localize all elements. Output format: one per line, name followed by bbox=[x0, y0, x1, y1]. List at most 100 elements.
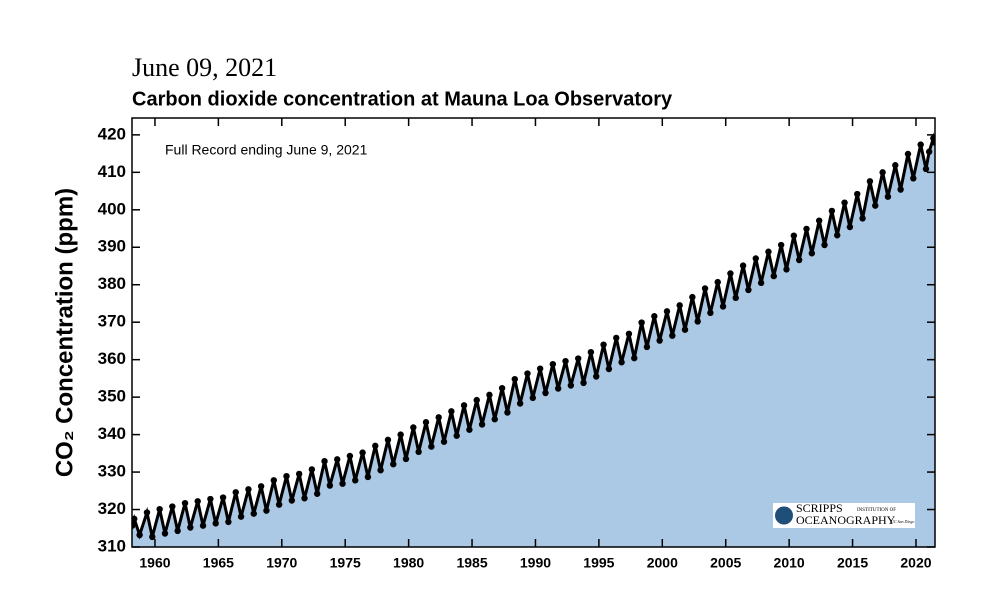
x-tick-label: 1965 bbox=[203, 555, 234, 571]
data-point bbox=[841, 199, 848, 206]
data-point bbox=[390, 460, 397, 468]
chart-date: June 09, 2021 bbox=[132, 53, 277, 82]
data-point bbox=[237, 513, 245, 520]
data-point bbox=[542, 389, 549, 397]
data-point bbox=[580, 379, 587, 387]
data-point bbox=[866, 178, 874, 185]
data-point bbox=[897, 186, 904, 193]
data-point bbox=[359, 449, 366, 456]
data-point bbox=[618, 359, 625, 366]
logo-line2: OCEANOGRAPHY bbox=[796, 513, 896, 527]
data-point bbox=[270, 477, 278, 484]
data-point bbox=[194, 498, 201, 505]
data-point bbox=[884, 193, 892, 200]
data-point bbox=[511, 375, 518, 383]
x-tick-label: 1975 bbox=[330, 555, 361, 571]
data-point bbox=[181, 499, 189, 507]
data-point bbox=[854, 190, 861, 198]
x-tick-label: 1985 bbox=[456, 555, 487, 571]
data-point bbox=[275, 501, 283, 508]
y-tick-label: 390 bbox=[98, 237, 126, 256]
data-point bbox=[770, 272, 777, 280]
data-point bbox=[384, 436, 392, 444]
data-point bbox=[143, 509, 151, 516]
x-tick-label: 1980 bbox=[393, 555, 424, 571]
data-point bbox=[922, 165, 930, 173]
x-tick-label: 1990 bbox=[520, 555, 551, 571]
y-tick-label: 410 bbox=[98, 162, 126, 181]
x-tick-label: 1995 bbox=[583, 555, 614, 571]
data-point bbox=[263, 507, 270, 514]
data-point bbox=[625, 330, 633, 338]
y-tick-label: 380 bbox=[98, 274, 126, 293]
data-point bbox=[174, 527, 181, 535]
x-tick-label: 1960 bbox=[139, 555, 170, 571]
data-point bbox=[435, 414, 442, 421]
data-point bbox=[727, 270, 734, 277]
data-point bbox=[516, 400, 524, 407]
data-point bbox=[334, 456, 341, 463]
data-point bbox=[714, 278, 721, 286]
x-tick-label: 2000 bbox=[647, 555, 678, 571]
data-point bbox=[326, 482, 334, 489]
data-point bbox=[352, 477, 359, 484]
data-point bbox=[308, 466, 316, 473]
logo-line2b: UC San Diego bbox=[891, 519, 914, 524]
data-point bbox=[808, 250, 816, 257]
annotation: Full Record ending June 9, 2021 bbox=[165, 142, 368, 158]
data-point bbox=[917, 141, 924, 148]
data-point bbox=[757, 279, 765, 287]
data-point bbox=[765, 248, 772, 255]
data-point bbox=[783, 266, 790, 273]
data-point bbox=[504, 409, 511, 416]
data-point bbox=[613, 334, 620, 342]
data-point bbox=[795, 256, 803, 264]
data-point bbox=[288, 497, 296, 504]
data-point bbox=[925, 148, 933, 155]
data-point bbox=[549, 360, 557, 368]
data-point bbox=[232, 489, 239, 496]
y-axis-label: CO₂ Concentration (ppm) bbox=[51, 188, 78, 477]
data-point bbox=[453, 432, 460, 439]
data-point bbox=[904, 150, 912, 158]
data-point bbox=[132, 515, 138, 523]
x-tick-label: 2020 bbox=[900, 555, 931, 571]
y-tick-label: 340 bbox=[98, 424, 126, 443]
data-point bbox=[815, 217, 823, 224]
data-point bbox=[245, 486, 252, 493]
data-point bbox=[219, 494, 227, 501]
data-point bbox=[422, 419, 430, 426]
data-point bbox=[821, 241, 828, 249]
data-point bbox=[156, 505, 163, 513]
data-point bbox=[486, 391, 493, 399]
data-point bbox=[207, 495, 214, 503]
data-point bbox=[250, 510, 257, 517]
data-point bbox=[132, 522, 136, 529]
area-fill bbox=[132, 138, 935, 547]
data-point bbox=[651, 313, 658, 320]
data-point bbox=[169, 503, 176, 510]
y-tick-label: 330 bbox=[98, 462, 126, 481]
data-point bbox=[803, 225, 810, 233]
x-tick-label: 1970 bbox=[266, 555, 297, 571]
data-point bbox=[410, 424, 417, 431]
data-point bbox=[681, 326, 689, 333]
data-point bbox=[161, 530, 169, 537]
data-point bbox=[473, 396, 480, 404]
logo-line1b: INSTITUTION OF bbox=[857, 508, 896, 513]
data-point bbox=[676, 302, 683, 309]
data-point bbox=[225, 518, 232, 526]
data-point bbox=[732, 294, 739, 302]
y-tick-label: 370 bbox=[98, 312, 126, 331]
data-point bbox=[295, 470, 303, 478]
data-point bbox=[643, 343, 651, 351]
logo-line1: SCRIPPS bbox=[796, 501, 843, 515]
logo-emblem bbox=[775, 506, 793, 525]
data-point bbox=[149, 533, 156, 541]
data-point bbox=[931, 139, 935, 146]
data-point bbox=[910, 175, 917, 182]
data-point bbox=[491, 416, 498, 423]
data-point bbox=[339, 480, 346, 487]
data-point bbox=[212, 520, 219, 527]
